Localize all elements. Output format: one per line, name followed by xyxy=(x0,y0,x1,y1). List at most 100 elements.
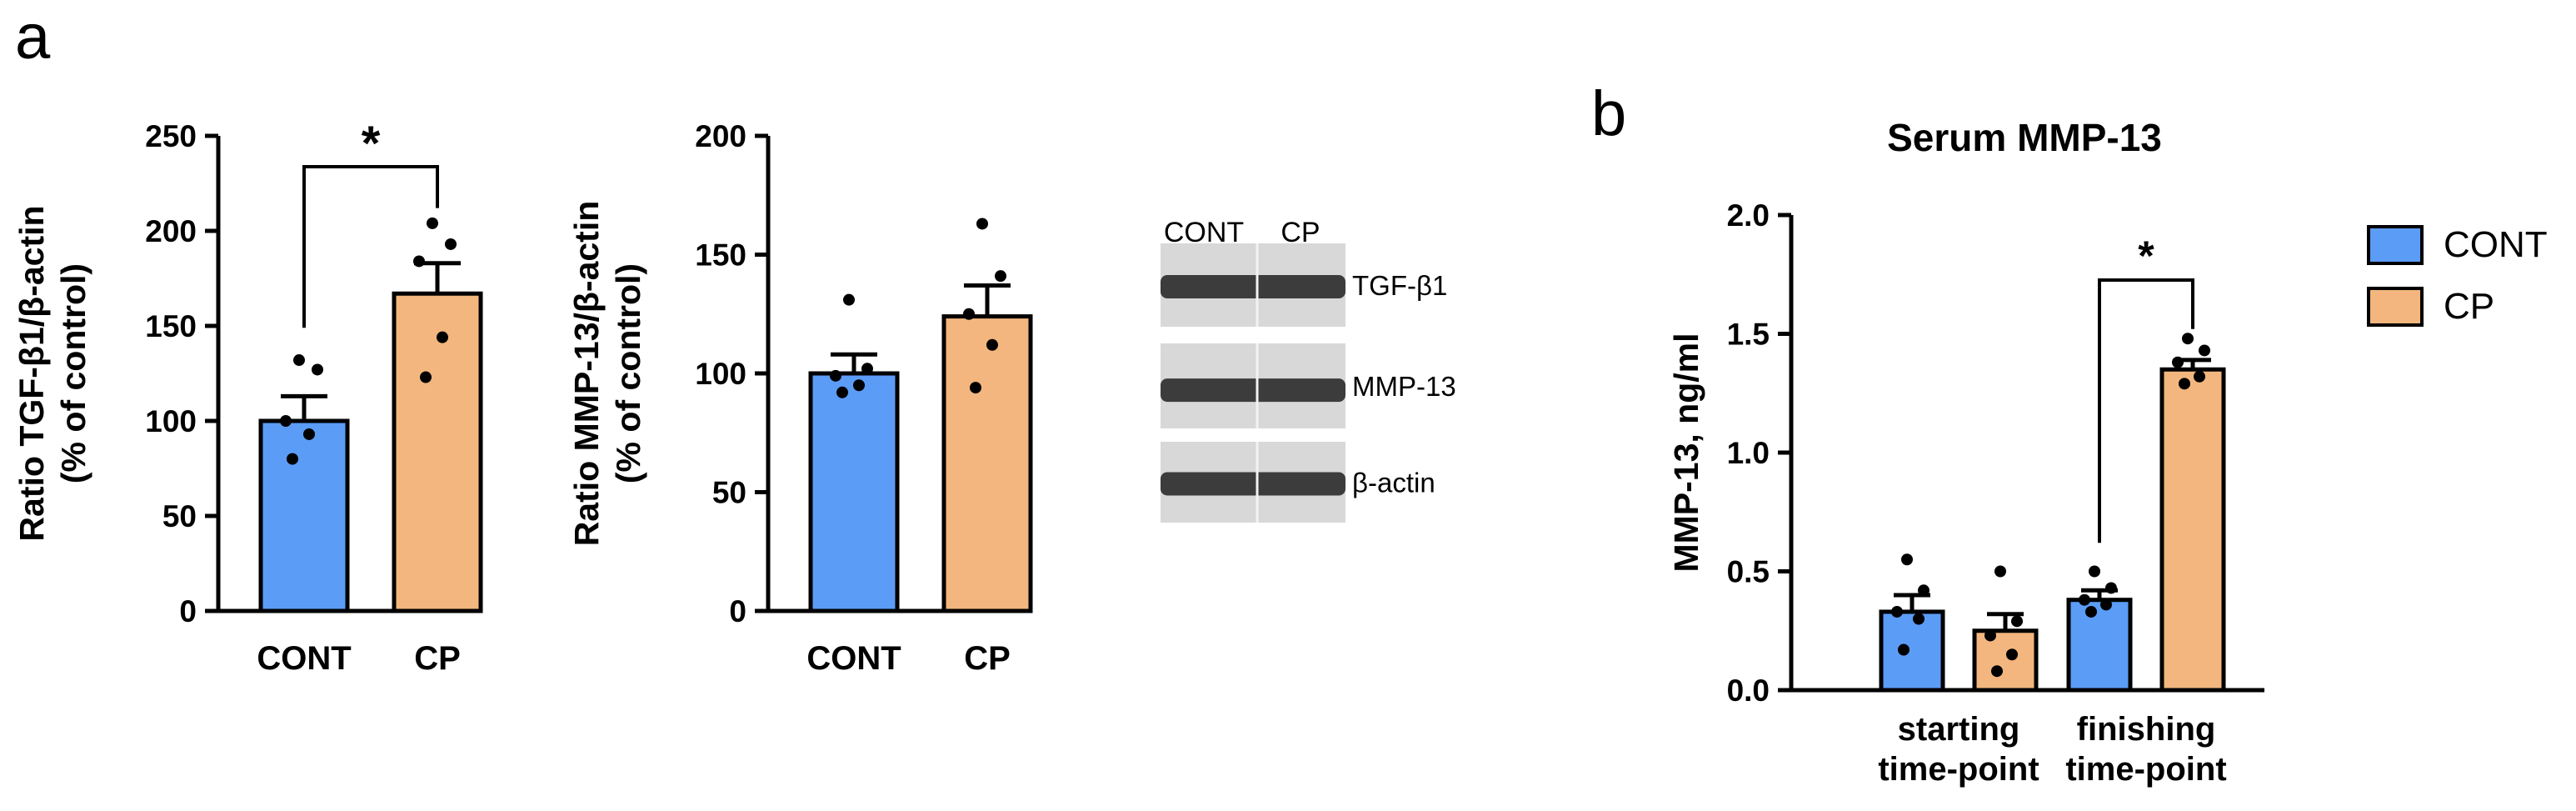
data-point xyxy=(830,369,841,382)
bar-cont xyxy=(808,371,900,613)
data-point xyxy=(427,217,438,229)
data-point xyxy=(976,218,988,230)
panel-label-a: a xyxy=(15,2,51,73)
data-point xyxy=(2011,615,2023,628)
data-point xyxy=(287,453,298,465)
bar-cp xyxy=(392,291,483,613)
data-point xyxy=(437,331,448,343)
data-point xyxy=(2182,333,2194,345)
data-point xyxy=(2179,378,2190,390)
data-point xyxy=(986,338,998,351)
y-axis-label: (% of control) xyxy=(54,263,92,483)
blot-band xyxy=(1161,275,1345,298)
y-tick-label: 200 xyxy=(145,214,197,248)
data-point xyxy=(995,270,1006,283)
significance-bracket xyxy=(2098,278,2194,543)
x-tick-label: starting xyxy=(1898,711,2020,748)
blot-band xyxy=(1161,472,1345,496)
data-point xyxy=(2085,605,2097,618)
bar-cp xyxy=(2159,367,2226,693)
y-tick-label: 1.5 xyxy=(1727,318,1770,352)
legend-label-cont: CONT xyxy=(2444,224,2548,265)
panel-label-b: b xyxy=(1591,78,1626,149)
data-point xyxy=(303,428,315,440)
x-tick-label: CONT xyxy=(806,640,901,677)
data-point xyxy=(1898,643,1910,656)
data-point xyxy=(1891,605,1903,618)
data-point xyxy=(2100,598,2112,611)
legend-swatch-cp xyxy=(2367,287,2424,327)
data-point xyxy=(2089,565,2100,578)
data-point xyxy=(843,293,855,306)
data-point xyxy=(2172,356,2184,368)
legend: CONT CP xyxy=(2367,224,2548,327)
y-tick-label: 250 xyxy=(145,119,197,153)
legend-label-cp: CP xyxy=(2444,286,2494,327)
y-tick-label: 1.0 xyxy=(1727,436,1770,470)
data-point xyxy=(970,382,981,394)
chart-tgf-beta1-ratio: 0 50 100 150 200 250 Ratio TGF-β1/β-actin (% of… xyxy=(12,117,483,677)
y-tick-label: 2.0 xyxy=(1727,198,1770,233)
data-point xyxy=(1901,553,1913,566)
y-tick-label: 0 xyxy=(729,594,746,628)
bar-cont xyxy=(258,418,350,613)
y-axis-label: Ratio TGF-β1/β-actin xyxy=(12,205,51,541)
y-axis-label: (% of control) xyxy=(609,263,647,483)
y-tick-label: 100 xyxy=(695,357,746,391)
y-axis-label: Ratio MMP-13/β-actin xyxy=(567,201,606,547)
blot-row-label: β-actin xyxy=(1352,468,1435,498)
x-tick-label: finishing xyxy=(2077,711,2216,748)
bar-cp xyxy=(1972,628,2039,693)
blot-band xyxy=(1161,378,1345,403)
data-point xyxy=(413,255,425,268)
chart-mmp13-ratio: 0 50 100 150 200 Ratio MMP-13/β-actin (% of co… xyxy=(567,119,1033,677)
data-point xyxy=(2194,370,2205,383)
bar-cont xyxy=(1879,609,1945,693)
data-point xyxy=(2006,648,2018,661)
bar-cp xyxy=(941,314,1033,613)
blot-column-label: CONT xyxy=(1164,217,1244,248)
data-point xyxy=(2105,582,2117,594)
significance-bracket xyxy=(302,165,439,328)
data-point xyxy=(1991,665,2003,678)
blot-column-label: CP xyxy=(1281,217,1320,248)
significance-label: * xyxy=(2138,233,2154,279)
y-tick-label: 50 xyxy=(162,499,197,533)
y-tick-label: 0 xyxy=(179,594,197,628)
data-point xyxy=(293,354,305,367)
data-point xyxy=(1984,629,1996,642)
y-tick-label: 100 xyxy=(145,404,197,438)
data-point xyxy=(861,363,873,375)
y-tick-label: 150 xyxy=(695,238,746,273)
blot-row-label: MMP-13 xyxy=(1352,371,1456,402)
y-tick-label: 150 xyxy=(145,309,197,343)
blot-row-label: TGF-β1 xyxy=(1352,270,1447,301)
significance-label: * xyxy=(362,117,381,171)
data-point xyxy=(1913,613,1925,625)
y-tick-label: 0.0 xyxy=(1727,673,1770,708)
western-blot: CONT CP TGF-β1 MMP-13 β-actin xyxy=(1161,217,1456,523)
x-tick-label: CP xyxy=(964,640,1011,677)
x-tick-label: CP xyxy=(414,640,461,677)
data-point xyxy=(280,415,292,427)
data-point xyxy=(312,363,323,376)
data-point xyxy=(836,386,848,398)
y-tick-label: 200 xyxy=(695,119,746,153)
x-tick-label: time-point xyxy=(2065,751,2226,788)
y-tick-label: 0.5 xyxy=(1727,555,1770,589)
bar-cont xyxy=(2066,598,2133,693)
data-point xyxy=(1918,584,1930,597)
x-tick-label: CONT xyxy=(257,640,351,677)
legend-swatch-cont xyxy=(2367,225,2424,265)
y-tick-label: 50 xyxy=(712,476,746,510)
data-point xyxy=(1994,565,2006,578)
data-point xyxy=(445,238,457,250)
x-tick-label: time-point xyxy=(1878,751,2039,788)
chart-serum-mmp13: Serum MMP-13 0.0 0.5 1.0 1.5 2.0 MMP-13, ng/ml… xyxy=(1667,116,2264,788)
chart-title: Serum MMP-13 xyxy=(1887,116,2162,159)
data-point xyxy=(2199,344,2210,357)
data-point xyxy=(853,379,865,392)
y-axis-label: MMP-13, ng/ml xyxy=(1667,333,1705,572)
data-point xyxy=(420,371,432,383)
